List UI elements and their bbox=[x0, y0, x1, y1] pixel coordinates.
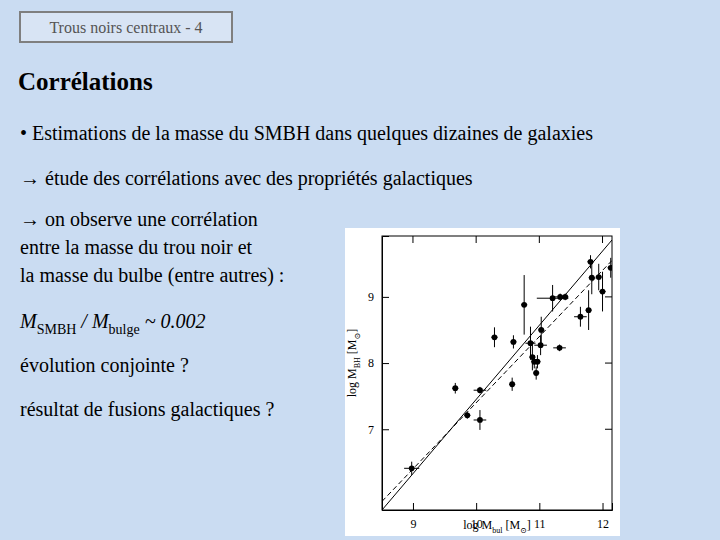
text-part: ] bbox=[345, 329, 359, 333]
plot-area bbox=[382, 240, 612, 510]
data-point bbox=[509, 381, 515, 387]
tick-label: 7 bbox=[368, 423, 374, 437]
subscript: SMBH bbox=[37, 322, 77, 337]
slide-title: Trous noirs centraux - 4 bbox=[49, 19, 202, 36]
bullet: • Estimations de la masse du SMBH dans q… bbox=[20, 122, 593, 145]
tick: 7 bbox=[368, 423, 389, 437]
data-point bbox=[538, 327, 544, 333]
text-part: [M bbox=[345, 339, 359, 357]
fit-line bbox=[382, 260, 612, 501]
tick: 9 bbox=[368, 290, 389, 304]
text-part: ~ 0.002 bbox=[140, 310, 206, 332]
formula: MSMBH / Mbulge ~ 0.002 bbox=[19, 310, 206, 337]
y-axis: 7 8 9 bbox=[368, 237, 389, 511]
paragraph-line: entre la masse du trou noir et bbox=[20, 236, 253, 258]
text-part: log M bbox=[463, 518, 492, 532]
data-point bbox=[409, 465, 415, 471]
data-point bbox=[586, 307, 592, 313]
tick-mark bbox=[382, 429, 389, 430]
background bbox=[0, 0, 720, 540]
chart-background bbox=[345, 228, 620, 536]
data-point bbox=[596, 274, 602, 280]
heading: Corrélations bbox=[18, 68, 153, 95]
paragraph-line: la masse du bulbe (entre autres) : bbox=[20, 264, 284, 287]
axis-line bbox=[383, 237, 390, 511]
tick-mark bbox=[605, 296, 612, 297]
subscript: BH bbox=[353, 357, 362, 368]
data-point bbox=[578, 314, 584, 320]
right-ticks bbox=[605, 297, 612, 429]
data-point bbox=[562, 294, 568, 300]
tick: 11 bbox=[534, 503, 546, 531]
data-point bbox=[588, 259, 594, 265]
data-point bbox=[492, 334, 498, 340]
question: résultat de fusions galactiques ? bbox=[20, 398, 274, 421]
data-point bbox=[550, 295, 556, 301]
subscript: ⊙ bbox=[353, 333, 362, 340]
text-part: ] bbox=[527, 518, 531, 532]
data-point bbox=[533, 370, 539, 376]
slide: Trous noirs centraux - 4 Corrélations • Es… bbox=[0, 0, 720, 540]
tick-mark bbox=[476, 236, 477, 243]
text-part: log M bbox=[345, 368, 359, 397]
bullet: → étude des corrélations avec des propri… bbox=[20, 167, 473, 190]
data-point bbox=[600, 289, 606, 295]
tick-label: 8 bbox=[368, 356, 374, 370]
tick-mark bbox=[605, 363, 612, 364]
data-point bbox=[452, 385, 458, 391]
data-point bbox=[521, 302, 527, 308]
subscript: ⊙ bbox=[520, 526, 527, 535]
data-point bbox=[557, 345, 563, 351]
plot-frame bbox=[382, 236, 612, 510]
x-axis-title: log Mbul [M⊙] bbox=[463, 518, 531, 535]
tick-mark bbox=[602, 236, 603, 243]
data-point bbox=[538, 342, 544, 348]
tick-mark bbox=[413, 503, 414, 510]
y-axis-title: log MBH [M⊙] bbox=[345, 329, 362, 398]
text-part: [M bbox=[502, 518, 520, 532]
data-point bbox=[477, 387, 483, 393]
top-ticks bbox=[413, 236, 603, 243]
tick-mark bbox=[382, 297, 389, 298]
tick-mark bbox=[539, 503, 540, 510]
tick: 9 bbox=[410, 503, 416, 531]
tick-label: 9 bbox=[410, 517, 416, 531]
tick-label: 12 bbox=[597, 517, 609, 531]
text-part: / M bbox=[76, 310, 110, 332]
data-point bbox=[511, 339, 517, 345]
axis-line bbox=[383, 503, 613, 511]
data-point bbox=[535, 359, 541, 365]
paragraph-line: → on observe une corrélation bbox=[20, 208, 258, 230]
title-box bbox=[20, 12, 232, 42]
tick-mark bbox=[412, 236, 413, 243]
data-point bbox=[608, 265, 612, 271]
tick-mark bbox=[605, 429, 612, 430]
question: évolution conjointe ? bbox=[20, 354, 189, 377]
data-point bbox=[589, 275, 595, 281]
tick-mark bbox=[603, 503, 604, 510]
tick-label: 11 bbox=[534, 517, 546, 531]
data-point bbox=[464, 412, 470, 418]
text-part: M bbox=[19, 310, 38, 332]
tick-label: 9 bbox=[368, 290, 374, 304]
tick-mark bbox=[539, 236, 540, 243]
subscript: bulge bbox=[109, 322, 140, 337]
tick: 12 bbox=[597, 503, 609, 531]
tick-mark bbox=[382, 363, 389, 364]
tick-mark bbox=[476, 503, 477, 510]
data-point bbox=[477, 417, 483, 423]
fit-line bbox=[382, 240, 612, 510]
tick: 8 bbox=[368, 356, 389, 370]
